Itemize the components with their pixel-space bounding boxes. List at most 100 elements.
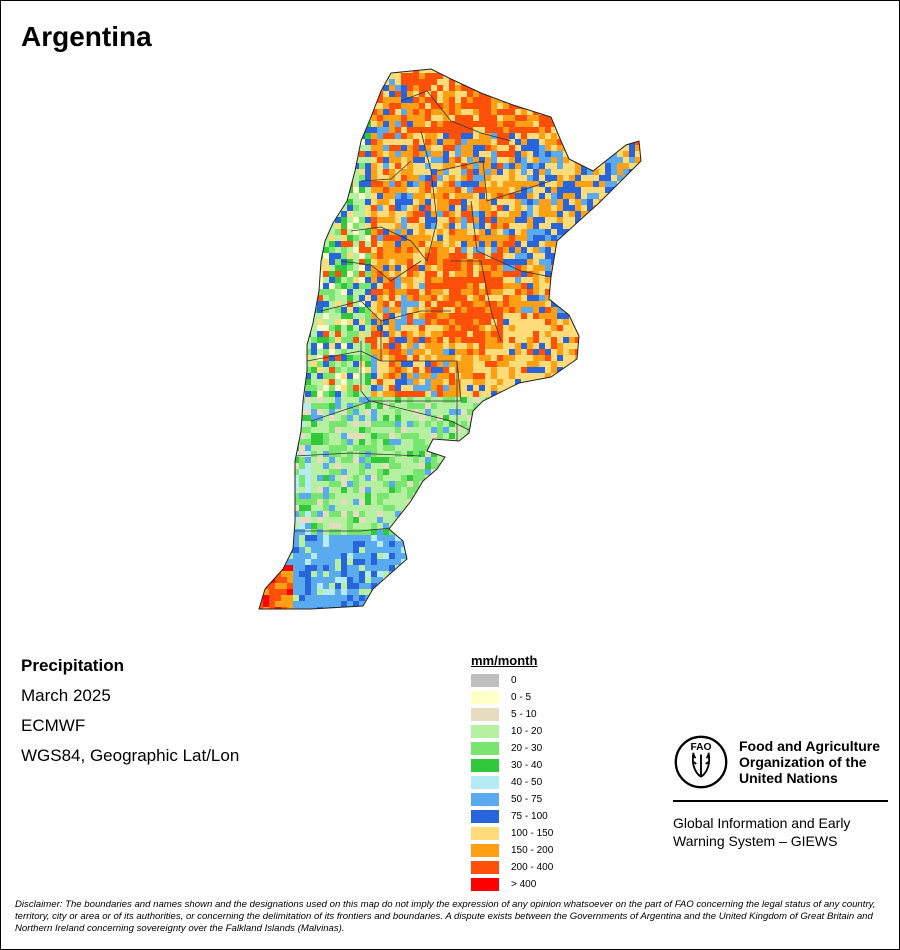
raster-cell (347, 331, 353, 337)
raster-cell (371, 169, 377, 175)
raster-cell (299, 499, 305, 505)
raster-cell (479, 463, 485, 469)
raster-cell (395, 181, 401, 187)
raster-cell (647, 487, 651, 493)
raster-cell (599, 139, 605, 145)
raster-cell (425, 493, 431, 499)
raster-cell (491, 181, 497, 187)
raster-cell (461, 139, 467, 145)
raster-cell (377, 475, 383, 481)
raster-cell (311, 235, 317, 241)
raster-cell (455, 163, 461, 169)
raster-cell (407, 163, 413, 169)
raster-cell (299, 175, 305, 181)
raster-cell (497, 355, 503, 361)
raster-cell (497, 373, 503, 379)
raster-cell (269, 367, 275, 373)
raster-cell (275, 181, 281, 187)
raster-cell (563, 139, 569, 145)
raster-cell (527, 175, 533, 181)
raster-cell (431, 481, 437, 487)
raster-cell (611, 289, 617, 295)
raster-cell (491, 403, 497, 409)
raster-cell (383, 289, 389, 295)
raster-cell (611, 181, 617, 187)
raster-cell (287, 391, 293, 397)
raster-cell (359, 247, 365, 253)
raster-cell (293, 169, 299, 175)
raster-cell (389, 337, 395, 343)
raster-cell (617, 433, 623, 439)
raster-cell (323, 187, 329, 193)
raster-cell (259, 481, 263, 487)
raster-cell (647, 247, 651, 253)
raster-cell (539, 175, 545, 181)
raster-cell (425, 421, 431, 427)
raster-cell (347, 361, 353, 367)
raster-cell (569, 127, 575, 133)
raster-cell (431, 91, 437, 97)
raster-cell (263, 337, 269, 343)
raster-cell (587, 91, 593, 97)
raster-cell (347, 145, 353, 151)
raster-cell (539, 457, 545, 463)
raster-cell (371, 229, 377, 235)
raster-cell (593, 73, 599, 79)
raster-cell (563, 445, 569, 451)
raster-cell (287, 79, 293, 85)
raster-cell (407, 427, 413, 433)
raster-cell (485, 367, 491, 373)
raster-cell (443, 403, 449, 409)
raster-cell (259, 79, 263, 85)
raster-cell (259, 127, 263, 133)
raster-cell (413, 421, 419, 427)
raster-cell (611, 445, 617, 451)
raster-cell (461, 133, 467, 139)
raster-cell (503, 217, 509, 223)
raster-cell (335, 475, 341, 481)
raster-cell (593, 337, 599, 343)
raster-cell (587, 73, 593, 79)
raster-cell (581, 367, 587, 373)
raster-cell (449, 79, 455, 85)
raster-cell (281, 421, 287, 427)
raster-cell (449, 451, 455, 457)
raster-cell (587, 265, 593, 271)
raster-cell (383, 415, 389, 421)
raster-cell (341, 355, 347, 361)
raster-cell (449, 271, 455, 277)
raster-cell (599, 175, 605, 181)
raster-cell (259, 289, 263, 295)
raster-cell (479, 103, 485, 109)
raster-cell (311, 355, 317, 361)
raster-cell (491, 475, 497, 481)
raster-cell (521, 391, 527, 397)
raster-cell (371, 175, 377, 181)
raster-cell (623, 379, 629, 385)
raster-cell (641, 391, 647, 397)
raster-cell (503, 169, 509, 175)
raster-cell (641, 421, 647, 427)
raster-cell (263, 475, 269, 481)
raster-cell (359, 445, 365, 451)
raster-cell (281, 235, 287, 241)
raster-cell (329, 265, 335, 271)
raster-cell (563, 373, 569, 379)
raster-cell (599, 457, 605, 463)
raster-cell (359, 115, 365, 121)
raster-cell (353, 463, 359, 469)
raster-cell (347, 103, 353, 109)
raster-cell (533, 211, 539, 217)
raster-cell (299, 271, 305, 277)
raster-cell (473, 397, 479, 403)
raster-cell (317, 433, 323, 439)
raster-cell (377, 361, 383, 367)
raster-cell (545, 91, 551, 97)
raster-cell (485, 331, 491, 337)
raster-cell (467, 199, 473, 205)
raster-cell (401, 313, 407, 319)
raster-cell (473, 91, 479, 97)
raster-cell (311, 385, 317, 391)
raster-cell (575, 175, 581, 181)
raster-cell (473, 481, 479, 487)
